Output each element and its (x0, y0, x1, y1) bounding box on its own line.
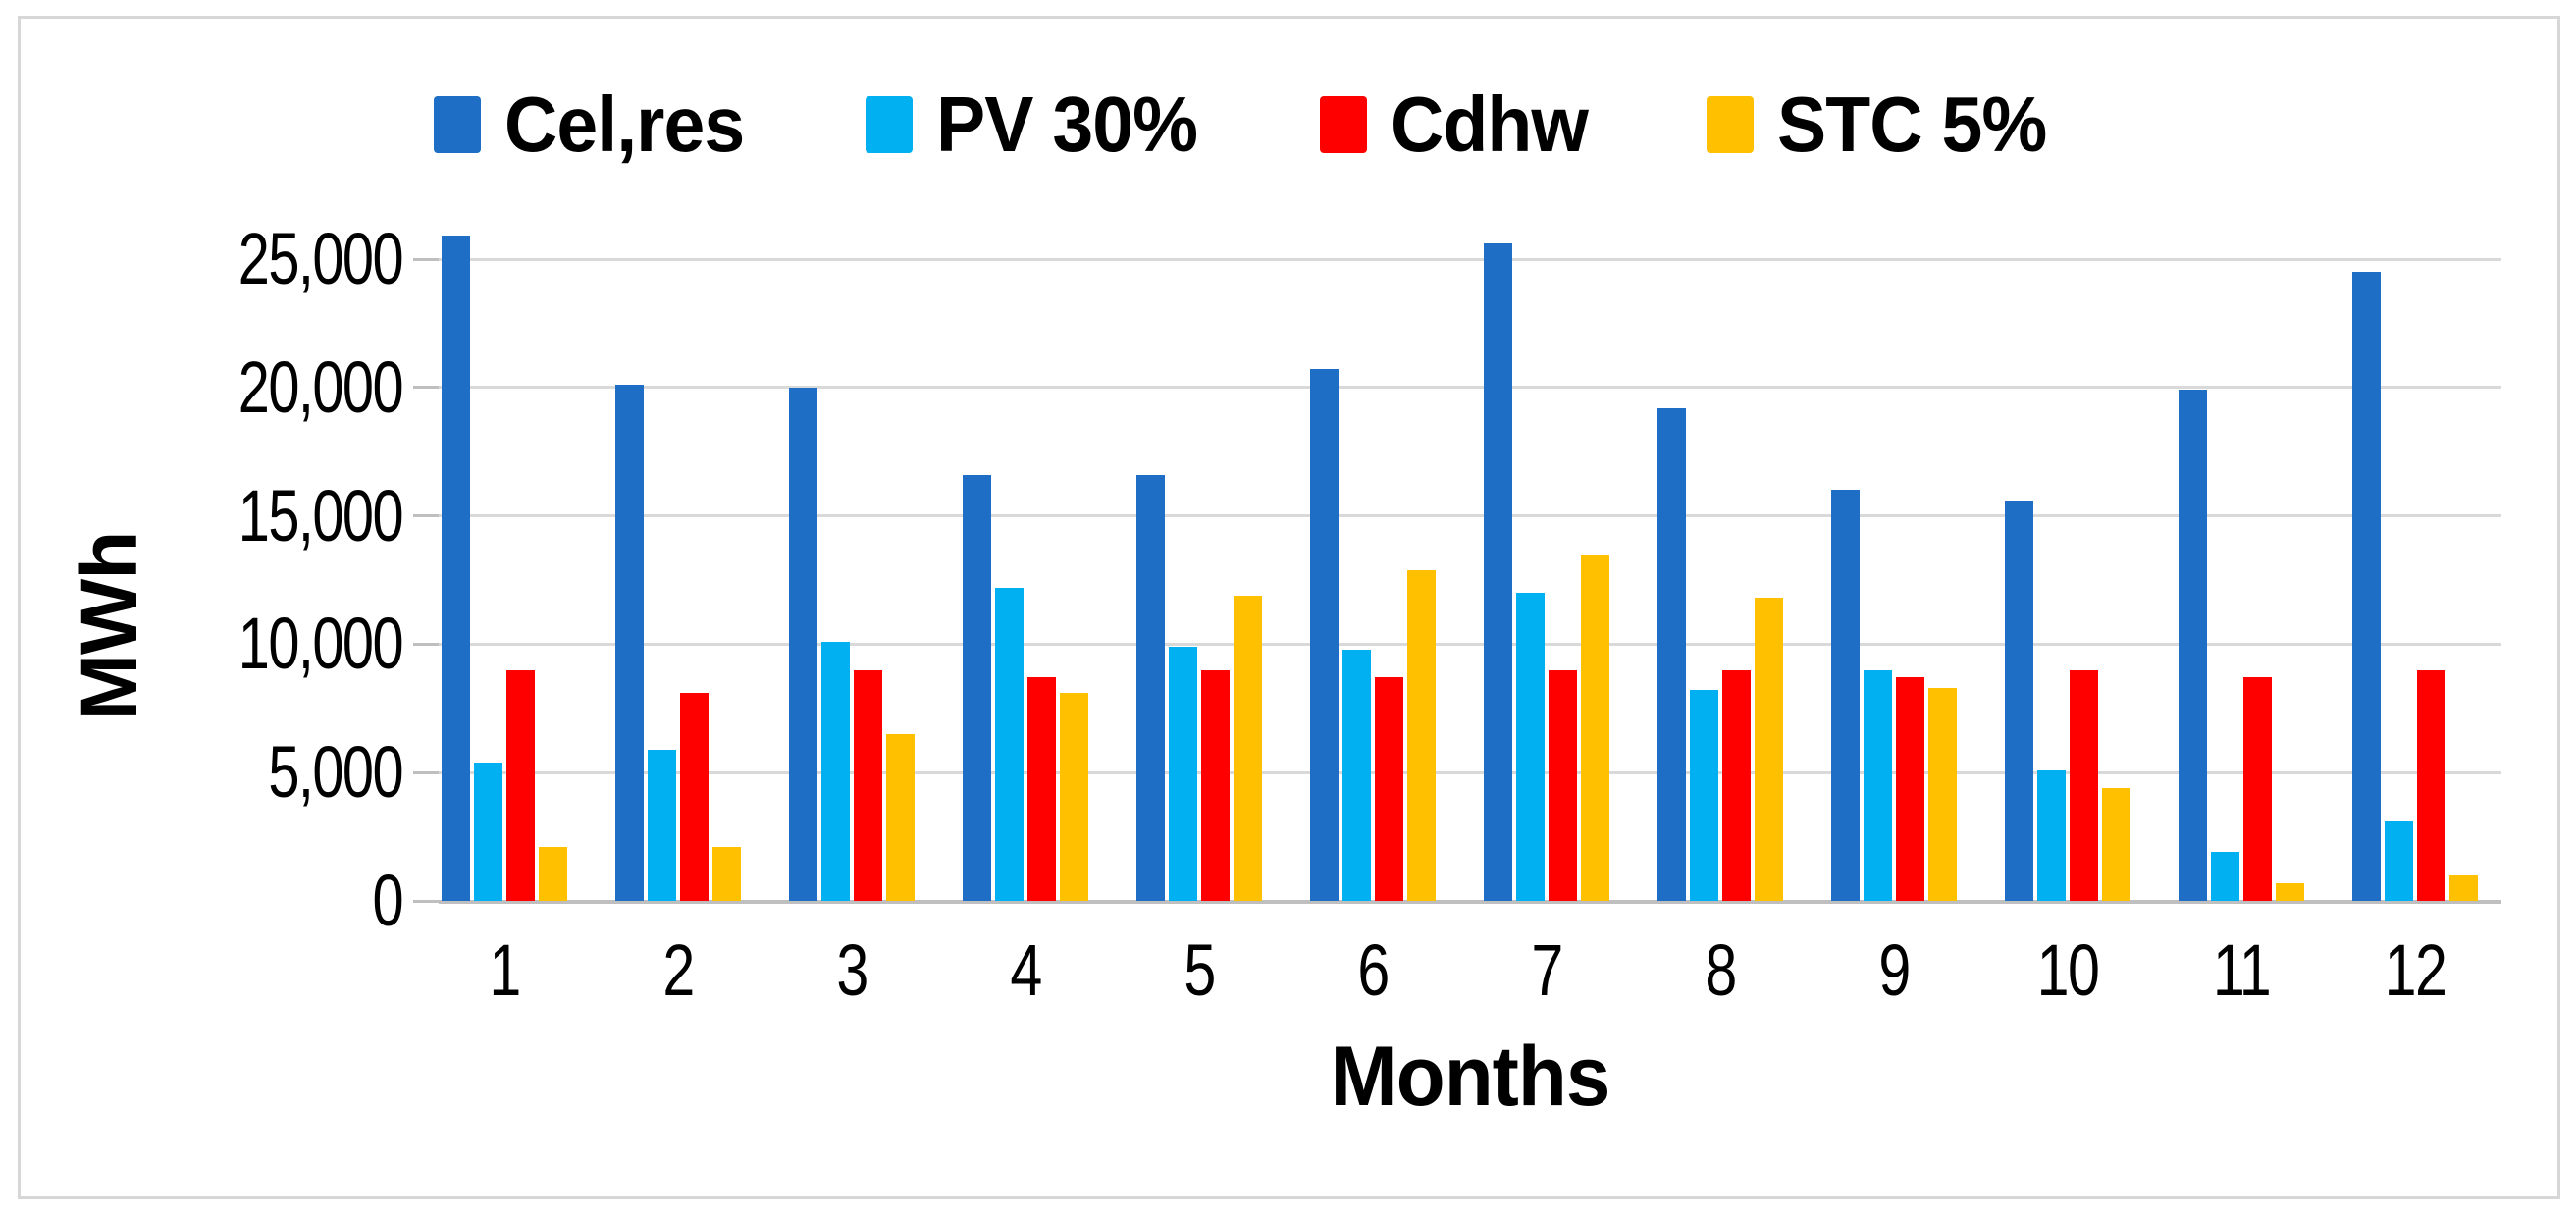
y-tick-label: 15,000 (237, 474, 404, 556)
bar-month2-series2 (648, 749, 676, 901)
bar-month12-series3 (2417, 669, 2445, 901)
bar-month7-series1 (1484, 243, 1512, 901)
gridline-10000 (439, 642, 2501, 646)
legend-swatch-icon (1320, 96, 1368, 153)
legend-label: Cel,res (504, 80, 745, 168)
legend-swatch-icon (434, 96, 482, 153)
x-tick-label-3: 3 (836, 929, 868, 1011)
x-tick-label-10: 10 (2036, 929, 2100, 1011)
bar-month8-series4 (1755, 598, 1783, 901)
bar-month7-series4 (1581, 554, 1609, 901)
legend-item-2: PV 30% (866, 85, 1214, 164)
bar-month6-series2 (1342, 649, 1371, 901)
bar-month1-series3 (506, 669, 535, 901)
figure-border (18, 16, 2560, 1199)
bar-month3-series2 (821, 641, 850, 901)
bar-month4-series4 (1060, 693, 1088, 901)
y-tick-mark (413, 899, 439, 903)
y-tick-label: 20,000 (237, 345, 404, 428)
bar-month6-series4 (1407, 569, 1436, 901)
legend-swatch-icon (866, 96, 914, 153)
bar-month12-series1 (2352, 272, 2381, 901)
bar-month4-series1 (963, 474, 991, 901)
legend-item-3: Cdhw (1320, 85, 1601, 164)
bar-month5-series4 (1234, 595, 1262, 901)
gridline-25000 (439, 257, 2501, 261)
bar-month11-series1 (2179, 390, 2207, 901)
bar-month6-series1 (1310, 369, 1339, 901)
legend-label: Cdhw (1391, 80, 1589, 168)
bar-month8-series3 (1722, 669, 1751, 901)
x-tick-label-12: 12 (2384, 929, 2447, 1011)
legend-swatch-icon (1706, 96, 1754, 153)
bar-month7-series2 (1516, 593, 1545, 901)
y-tick-label: 25,000 (237, 218, 404, 299)
bar-month10-series2 (2037, 769, 2066, 901)
bar-month3-series3 (854, 669, 882, 901)
x-tick-label-2: 2 (662, 929, 695, 1011)
y-tick-mark (413, 514, 439, 518)
gridline-5000 (439, 770, 2501, 774)
bar-month8-series2 (1690, 690, 1718, 901)
bar-month5-series2 (1169, 647, 1197, 901)
y-tick-label: 10,000 (237, 603, 404, 685)
bar-month11-series2 (2211, 852, 2239, 901)
bar-month2-series1 (615, 385, 644, 901)
chart-legend: Cel,res PV 30% Cdhw STC 5% (0, 82, 2497, 167)
bar-month7-series3 (1549, 669, 1577, 901)
x-tick-label-11: 11 (2212, 929, 2272, 1011)
x-axis-title: Months (1330, 1030, 1611, 1124)
bar-month2-series4 (712, 847, 741, 901)
y-axis-title: MWh (65, 531, 154, 721)
bar-month2-series3 (680, 693, 709, 901)
bar-month9-series4 (1928, 687, 1957, 901)
x-tick-label-9: 9 (1878, 929, 1911, 1011)
bar-month3-series1 (789, 387, 817, 901)
bar-month8-series1 (1657, 407, 1686, 901)
legend-label: PV 30% (936, 80, 1198, 168)
bar-month9-series3 (1896, 677, 1924, 901)
bar-month12-series2 (2385, 820, 2413, 901)
y-tick-mark (413, 386, 439, 390)
bar-month5-series3 (1201, 669, 1230, 901)
gridline-0 (439, 899, 2501, 904)
x-tick-label-7: 7 (1531, 929, 1563, 1011)
bar-month6-series3 (1375, 677, 1403, 901)
bar-month4-series2 (995, 587, 1024, 901)
gridline-20000 (439, 386, 2501, 390)
bar-month10-series3 (2070, 669, 2098, 901)
x-tick-label-4: 4 (1010, 929, 1042, 1011)
y-tick-mark (413, 770, 439, 774)
gridline-15000 (439, 514, 2501, 518)
y-tick-mark (413, 257, 439, 261)
y-tick-label: 5,000 (268, 731, 403, 814)
bar-month3-series4 (886, 733, 915, 901)
bar-month9-series1 (1831, 490, 1860, 901)
x-tick-label-6: 6 (1357, 929, 1390, 1011)
bar-month1-series1 (442, 236, 470, 901)
bar-month9-series2 (1864, 669, 1892, 901)
bar-month10-series4 (2102, 787, 2130, 901)
bar-month10-series1 (2005, 500, 2033, 901)
x-tick-label-1: 1 (489, 929, 521, 1011)
y-tick-mark (413, 642, 439, 646)
x-tick-label-5: 5 (1183, 929, 1216, 1011)
x-tick-label-8: 8 (1705, 929, 1737, 1011)
bar-month1-series4 (539, 847, 567, 901)
legend-label: STC 5% (1776, 80, 2047, 168)
y-tick-label: 0 (372, 860, 403, 941)
bar-month12-series4 (2449, 874, 2478, 901)
bar-month1-series2 (474, 762, 502, 901)
legend-item-1: Cel,res (434, 85, 760, 164)
bar-month11-series4 (2276, 882, 2304, 901)
bar-month5-series1 (1136, 474, 1165, 901)
bar-month11-series3 (2243, 677, 2272, 901)
legend-item-4: STC 5% (1706, 80, 2064, 168)
bar-month4-series3 (1027, 677, 1056, 901)
